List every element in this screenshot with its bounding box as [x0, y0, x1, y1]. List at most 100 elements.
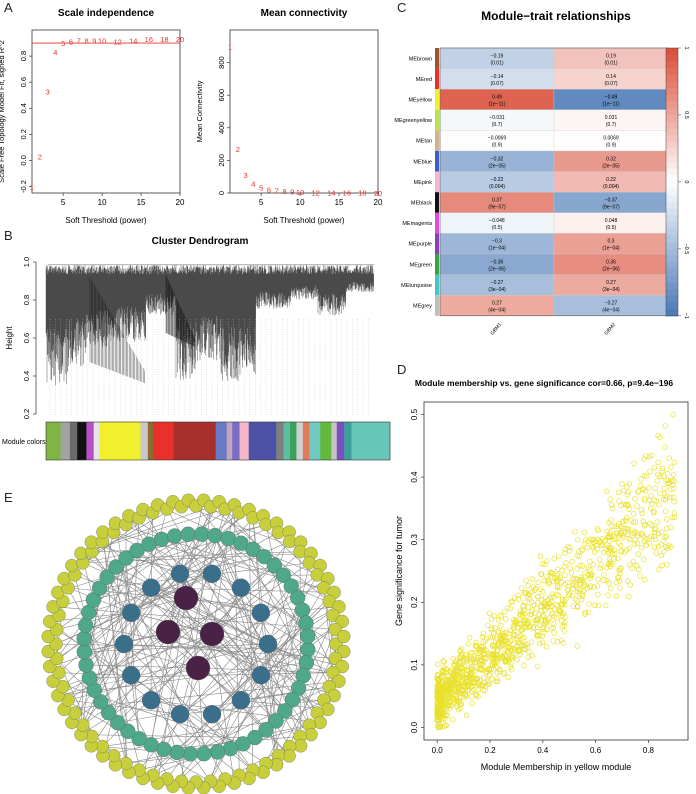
scatter-point [536, 622, 543, 628]
row-label: MEyellow [408, 98, 432, 104]
y-tick-label: 0.2 [410, 596, 419, 608]
panel-letter-d: D [397, 362, 407, 377]
scatter-point [617, 530, 623, 537]
scatter-point [525, 604, 532, 611]
network-edge [211, 573, 307, 624]
scatter-point [507, 647, 514, 654]
scatter-point [574, 598, 580, 604]
scatter-point [473, 676, 480, 683]
network-node [207, 527, 223, 544]
cell-pvalue: (0.004) [489, 184, 505, 190]
scatter-point [653, 550, 660, 556]
scatter-point [548, 599, 555, 605]
scatter-point [606, 538, 613, 545]
module-swatch [435, 171, 439, 193]
scatter-point [441, 665, 447, 671]
scatter-point [671, 510, 678, 516]
scatter-point [490, 642, 496, 648]
panel-letter-b: B [4, 228, 13, 243]
scatter-point [637, 573, 643, 579]
scatter-point [665, 542, 672, 549]
scatter-point [507, 605, 513, 612]
scatter-point [620, 534, 626, 541]
network-node [284, 692, 301, 708]
scatter-point [626, 506, 632, 512]
scatter-point [562, 572, 568, 579]
scatter-point [460, 675, 466, 681]
legend-step [666, 248, 678, 257]
scatter-point [518, 585, 525, 591]
scatter-point [505, 649, 512, 656]
scatter-point [570, 581, 577, 588]
scatter-point [545, 581, 552, 587]
network-edge [91, 551, 226, 780]
network-node [209, 744, 225, 760]
scatter-point [539, 639, 546, 646]
scatter-point [454, 661, 460, 667]
row-label: MEblue [413, 159, 432, 165]
module-color-segment [46, 422, 61, 460]
legend-step [666, 268, 678, 277]
scatter-point [440, 658, 446, 664]
scatter-point [590, 561, 597, 568]
scatter-point [455, 686, 462, 693]
scatter-point [660, 548, 667, 555]
scatter-point [489, 643, 496, 649]
scatter-point [591, 549, 598, 555]
scatter-point [634, 540, 641, 546]
network-nodes [41, 493, 351, 794]
scatter-point [669, 514, 676, 521]
scatter-point [611, 533, 617, 540]
data-point-label: 2 [236, 145, 240, 154]
network-edge [82, 612, 132, 726]
scatter-point [496, 630, 502, 636]
x-tick-label: 10 [98, 198, 107, 207]
data-point-label: 1 [30, 182, 34, 191]
scatter-point [518, 621, 524, 628]
scatter-point [560, 640, 566, 646]
y-tick-label: 600 [217, 89, 226, 102]
scatter-point [574, 552, 580, 559]
network-node [245, 541, 261, 557]
legend-step [666, 114, 678, 123]
data-point-label: 14 [129, 36, 137, 45]
cell-pvalue: (2e−05) [488, 163, 506, 169]
y-tick-label: 0 [217, 191, 226, 195]
cell-pvalue: (0.5) [606, 225, 617, 231]
row-label: MEturquoise [401, 283, 432, 289]
module-color-segment [248, 422, 277, 460]
module-membership-scatter: Module membership vs. gene significance … [394, 378, 689, 772]
scatter-point [635, 530, 642, 537]
legend-step [666, 48, 678, 56]
scatter-point [515, 646, 522, 653]
scatter-point [458, 658, 464, 665]
scatter-point [509, 598, 516, 605]
cell-value: 0.27 [492, 301, 502, 307]
plot-frame [31, 29, 181, 194]
scatter-point [626, 480, 633, 487]
network-edge [58, 587, 152, 673]
scatter-point [451, 679, 457, 686]
cell-value: 0.32 [606, 156, 616, 162]
network-node [266, 557, 283, 574]
scatter-point [623, 517, 629, 524]
scatter-point [563, 560, 569, 566]
scatter-point [544, 620, 550, 626]
network-edge [179, 609, 303, 715]
scatter-point [457, 689, 463, 696]
scatter-point [450, 670, 456, 676]
scatter-point [559, 618, 565, 624]
scatter-point [498, 643, 505, 649]
scatter-point [641, 538, 648, 545]
scatter-point [628, 517, 635, 523]
scatter-point [525, 654, 532, 660]
network-node [304, 727, 318, 742]
data-point-label: 7 [77, 36, 81, 45]
scatter-point [478, 658, 485, 665]
scatter-point [570, 603, 577, 609]
cell-value: −0.0069 [488, 136, 506, 142]
module-color-segment [320, 422, 332, 460]
network-node [170, 564, 190, 583]
scatter-point [621, 549, 628, 556]
scatter-point [579, 591, 586, 597]
